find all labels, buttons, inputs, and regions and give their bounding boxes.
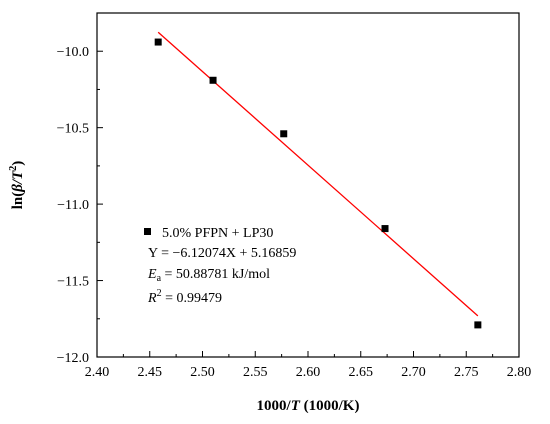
y-axis-title: ln(β/T2) xyxy=(8,161,26,210)
ea-value: = 50.88781 kJ/mol xyxy=(161,267,270,282)
x-tick-label: 2.45 xyxy=(138,365,163,380)
data-point xyxy=(209,76,217,84)
x-tick-label: 2.60 xyxy=(296,365,321,380)
y-title-prefix: ln( xyxy=(10,192,26,210)
x-title-prefix: 1000/ xyxy=(257,398,292,414)
r2-value: = 0.99479 xyxy=(162,291,222,306)
x-title-suffix: (1000/K) xyxy=(300,398,360,414)
y-title-sup: 2 xyxy=(8,166,19,171)
ea-subscript: a xyxy=(157,273,162,284)
y-tick-label: −12.0 xyxy=(57,351,89,366)
y-tick-label: −10.0 xyxy=(57,45,89,60)
ea-symbol: E xyxy=(147,267,157,282)
r2-symbol: R xyxy=(147,291,157,306)
fit-equation: Y = −6.12074X + 5.16859 xyxy=(148,246,296,261)
legend-series-label: 5.0% PFPN + LP30 xyxy=(162,226,273,241)
x-axis-title: 1000/T (1000/K) xyxy=(257,398,360,414)
data-point xyxy=(154,38,162,46)
x-tick-label: 2.55 xyxy=(243,365,268,380)
y-title-suffix: ) xyxy=(10,161,26,166)
r-squared: R2 = 0.99479 xyxy=(147,288,222,306)
y-title-italic: β/T xyxy=(10,170,26,193)
data-point xyxy=(280,130,288,138)
x-tick-label: 2.40 xyxy=(85,365,110,380)
y-tick-label: −11.0 xyxy=(57,198,89,213)
data-points xyxy=(154,38,482,329)
legend-marker xyxy=(144,228,151,235)
data-point xyxy=(381,225,389,233)
plot-frame xyxy=(96,12,520,358)
r2-superscript: 2 xyxy=(157,288,162,299)
y-tick-label: −10.5 xyxy=(57,122,89,137)
x-tick-label: 2.65 xyxy=(349,365,374,380)
axis-ticks: 2.40 2.45 2.50 2.55 2.60 2.65 2.70 2.75 2.80 −10.… xyxy=(57,12,532,380)
y-tick-label: −11.5 xyxy=(57,275,89,290)
x-tick-label: 2.80 xyxy=(507,365,532,380)
data-point xyxy=(474,321,482,329)
x-title-italic: T xyxy=(291,398,301,414)
x-tick-label: 2.70 xyxy=(401,365,426,380)
x-tick-label: 2.75 xyxy=(454,365,479,380)
legend: 5.0% PFPN + LP30 Y = −6.12074X + 5.16859… xyxy=(144,226,296,306)
activation-energy: Ea = 50.88781 kJ/mol xyxy=(147,267,270,284)
x-tick-label: 2.50 xyxy=(190,365,215,380)
